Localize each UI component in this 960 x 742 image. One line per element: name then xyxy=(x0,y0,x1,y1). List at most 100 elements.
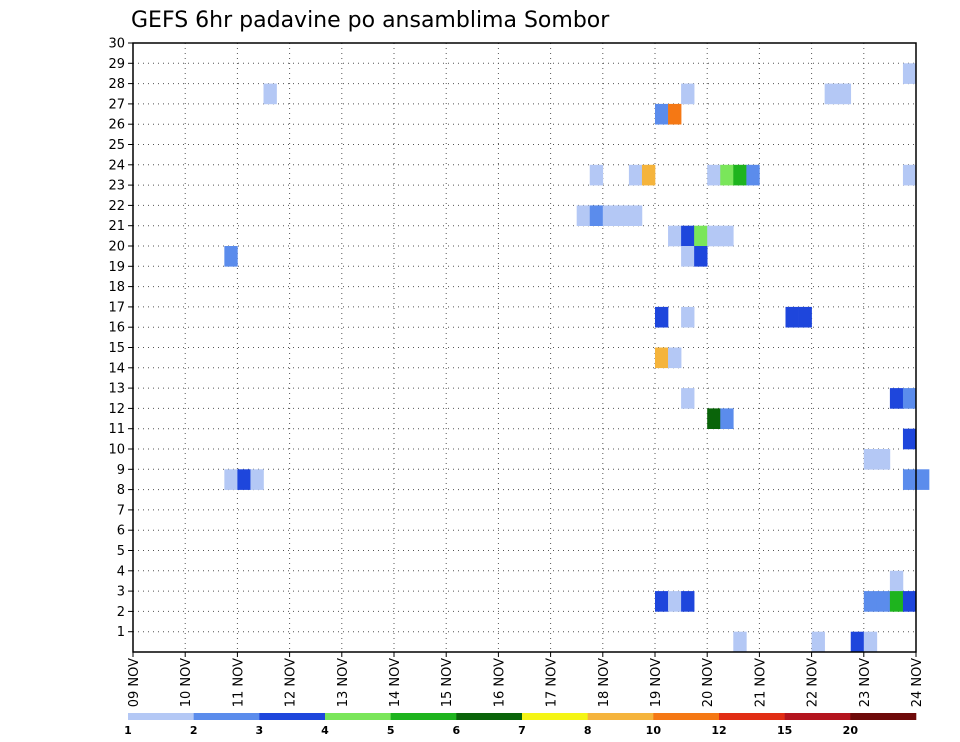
precipitation-cells xyxy=(224,63,930,653)
y-tick-label: 4 xyxy=(117,564,125,579)
heat-cell xyxy=(746,164,760,186)
heat-cell xyxy=(681,225,695,247)
colorbar: 1 2 3 4 5 6 7 8 10 12 15 20 xyxy=(124,713,917,737)
heat-cell xyxy=(720,408,734,429)
y-tick-label: 11 xyxy=(108,422,125,437)
heat-cell xyxy=(720,225,734,247)
heat-cell xyxy=(655,591,669,612)
x-tick-label: 20 NOV xyxy=(701,658,716,707)
x-tick-label: 19 NOV xyxy=(649,658,664,707)
heat-cell xyxy=(850,631,865,653)
heat-cell xyxy=(589,205,604,226)
heat-cell xyxy=(707,408,721,429)
colorbar-label: 15 xyxy=(777,724,792,737)
heat-cell xyxy=(576,205,591,226)
heat-cell xyxy=(876,449,891,470)
heat-cell xyxy=(707,225,721,247)
heat-cell xyxy=(876,591,891,612)
heat-cell xyxy=(889,591,904,612)
y-tick-label: 5 xyxy=(117,544,125,559)
y-tick-label: 21 xyxy=(108,219,125,234)
heat-cell xyxy=(615,205,630,226)
x-tick-label: 11 NOV xyxy=(231,658,246,707)
colorbar-label: 10 xyxy=(646,724,662,737)
x-axis: 09 NOV 10 NOV 11 NOV 12 NOV 13 NOV 14 NOV 15 N… xyxy=(127,652,925,707)
y-tick-label: 18 xyxy=(108,280,125,295)
colorbar-label: 7 xyxy=(518,724,526,737)
x-tick-label: 15 NOV xyxy=(440,658,455,707)
colorbar-swatch xyxy=(784,713,851,720)
heat-cell xyxy=(681,306,695,328)
x-tick-label: 17 NOV xyxy=(545,658,560,707)
heat-cell xyxy=(668,103,682,125)
heat-cell xyxy=(837,83,852,105)
heat-cell xyxy=(668,347,682,369)
colorbar-swatch xyxy=(325,713,391,720)
heat-cell xyxy=(681,388,695,409)
y-tick-label: 30 xyxy=(108,37,125,52)
heat-cell xyxy=(889,388,904,409)
heat-cell xyxy=(824,83,838,105)
heat-cell xyxy=(889,570,904,592)
y-tick-label: 15 xyxy=(108,341,125,356)
heat-cell xyxy=(668,225,682,247)
x-tick-label: 24 NOV xyxy=(910,658,925,707)
colorbar-label: 2 xyxy=(190,724,198,737)
heat-cell xyxy=(655,347,669,369)
chart-title: GEFS 6hr padavine po ansamblima Sombor xyxy=(131,8,610,33)
heat-cell xyxy=(811,631,825,653)
y-tick-label: 9 xyxy=(117,463,125,478)
heat-cell xyxy=(224,246,238,267)
heat-cell xyxy=(668,591,682,612)
y-tick-label: 14 xyxy=(108,361,125,376)
heat-cell xyxy=(863,631,878,653)
y-tick-label: 20 xyxy=(108,240,125,255)
y-tick-label: 23 xyxy=(108,179,125,194)
colorbar-label: 20 xyxy=(843,724,859,737)
heat-cell xyxy=(733,164,747,186)
heat-cell xyxy=(628,205,643,226)
y-axis: 1234567891011121314151617181920212223242… xyxy=(108,37,133,640)
grid-lines xyxy=(133,42,916,652)
y-tick-label: 16 xyxy=(108,321,125,336)
heat-cell xyxy=(902,469,917,490)
x-tick-label: 09 NOV xyxy=(127,658,142,707)
heat-cell xyxy=(733,631,747,653)
heat-cell xyxy=(798,306,812,328)
x-tick-label: 14 NOV xyxy=(388,658,403,707)
heat-cell xyxy=(707,164,721,186)
y-tick-label: 26 xyxy=(108,118,125,133)
colorbar-swatch xyxy=(390,713,457,720)
heat-cell xyxy=(628,164,643,186)
heat-cell xyxy=(863,449,878,470)
y-tick-label: 2 xyxy=(117,605,125,620)
colorbar-label: 4 xyxy=(321,724,329,737)
heat-cell xyxy=(602,205,617,226)
heat-cell xyxy=(681,83,695,105)
y-tick-label: 1 xyxy=(117,625,125,640)
y-tick-label: 13 xyxy=(108,382,125,397)
colorbar-swatch xyxy=(587,713,654,720)
colorbar-swatch xyxy=(128,713,194,720)
heat-cell xyxy=(916,469,930,490)
colorbar-label: 12 xyxy=(711,724,726,737)
colorbar-label: 1 xyxy=(124,724,132,737)
y-tick-label: 19 xyxy=(108,260,125,275)
heat-cell xyxy=(681,591,695,612)
heat-cell xyxy=(263,83,277,105)
y-tick-label: 27 xyxy=(108,97,125,112)
y-tick-label: 3 xyxy=(117,585,125,600)
y-tick-label: 29 xyxy=(108,57,125,72)
colorbar-swatch xyxy=(850,713,917,720)
heat-cell xyxy=(902,591,917,612)
y-tick-label: 28 xyxy=(108,77,125,92)
colorbar-label: 5 xyxy=(387,724,395,737)
heat-cell xyxy=(641,164,656,186)
colorbar-swatch xyxy=(719,713,785,720)
y-tick-label: 7 xyxy=(117,503,125,518)
y-tick-label: 6 xyxy=(117,524,125,539)
y-tick-label: 17 xyxy=(108,300,125,315)
heat-cell xyxy=(902,428,917,450)
heat-cell xyxy=(902,63,917,84)
